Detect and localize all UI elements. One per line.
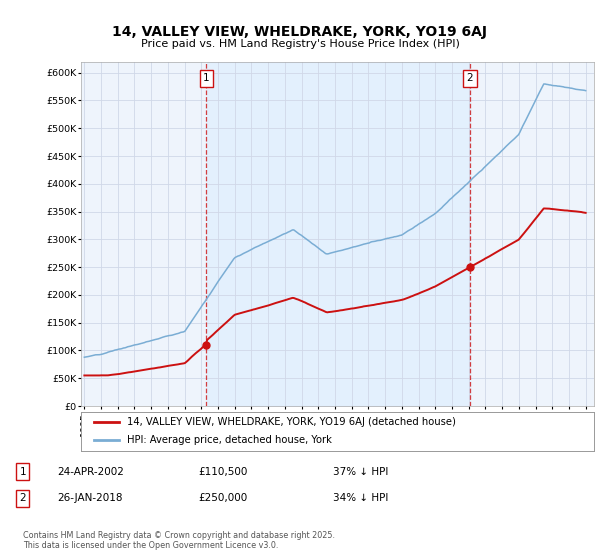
Text: £110,500: £110,500: [198, 466, 247, 477]
Text: 26-JAN-2018: 26-JAN-2018: [57, 493, 122, 503]
Text: HPI: Average price, detached house, York: HPI: Average price, detached house, York: [127, 435, 332, 445]
Text: 14, VALLEY VIEW, WHELDRAKE, YORK, YO19 6AJ (detached house): 14, VALLEY VIEW, WHELDRAKE, YORK, YO19 6…: [127, 417, 456, 427]
Text: Contains HM Land Registry data © Crown copyright and database right 2025.
This d: Contains HM Land Registry data © Crown c…: [23, 531, 335, 550]
Text: 34% ↓ HPI: 34% ↓ HPI: [333, 493, 388, 503]
Text: 24-APR-2002: 24-APR-2002: [57, 466, 124, 477]
Text: 37% ↓ HPI: 37% ↓ HPI: [333, 466, 388, 477]
Text: 1: 1: [19, 466, 26, 477]
Text: 2: 2: [19, 493, 26, 503]
Text: £250,000: £250,000: [198, 493, 247, 503]
Text: Price paid vs. HM Land Registry's House Price Index (HPI): Price paid vs. HM Land Registry's House …: [140, 39, 460, 49]
Text: 2: 2: [467, 73, 473, 83]
Text: 1: 1: [203, 73, 210, 83]
Text: 14, VALLEY VIEW, WHELDRAKE, YORK, YO19 6AJ: 14, VALLEY VIEW, WHELDRAKE, YORK, YO19 6…: [113, 25, 487, 39]
